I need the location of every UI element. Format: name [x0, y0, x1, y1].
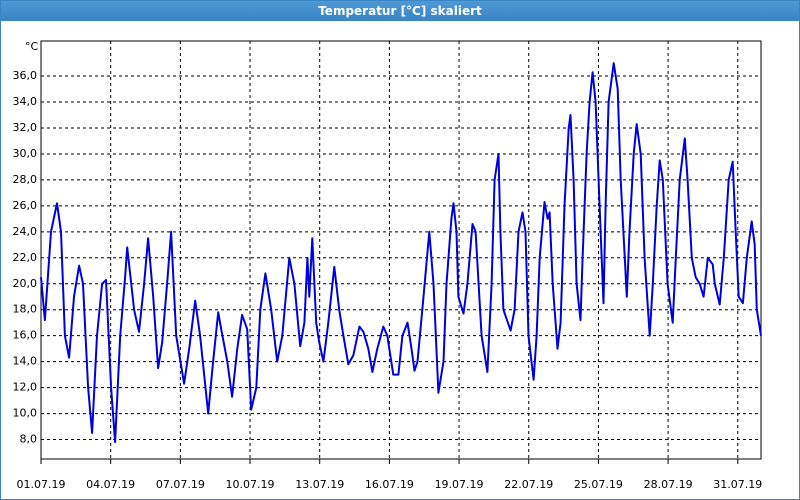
- x-tick-label: 13.07.19: [295, 478, 344, 491]
- temperature-line: [40, 62, 762, 444]
- x-tick-label: 31.07.19: [713, 478, 762, 491]
- y-tick-label: 18,0: [13, 303, 38, 316]
- y-tick-label: 22,0: [13, 251, 38, 264]
- x-tick-label: 28.07.19: [644, 478, 693, 491]
- y-tick-label: 32,0: [13, 121, 38, 134]
- x-tick-label: 22.07.19: [504, 478, 553, 491]
- y-tick-label: 20,0: [13, 277, 38, 290]
- x-tick-label: 07.07.19: [156, 478, 205, 491]
- title-bar: Temperatur [°C] skaliert: [1, 1, 799, 21]
- chart: °C 8,0 10,0 12,0 14,0 16,0 18,0 20,0 22,0 24,0 26…: [13, 40, 763, 491]
- y-tick-label: 12,0: [13, 381, 38, 394]
- y-tick-label: 28,0: [13, 173, 38, 186]
- y-tick-label: 30,0: [13, 147, 38, 160]
- y-tick-label: 10,0: [13, 407, 38, 420]
- y-tick-label: 16,0: [13, 329, 38, 342]
- y-tick-label: 14,0: [13, 355, 38, 368]
- y-unit: °C: [25, 40, 39, 53]
- x-tick-label: 01.07.19: [17, 478, 66, 491]
- y-tick-label: 8,0: [20, 433, 38, 446]
- x-tick-label: 04.07.19: [86, 478, 135, 491]
- x-tick-label: 19.07.19: [435, 478, 484, 491]
- x-tick-label: 25.07.19: [574, 478, 623, 491]
- y-tick-label: 26,0: [13, 199, 38, 212]
- y-tick-label: 36,0: [13, 69, 38, 82]
- y-tick-label: 24,0: [13, 225, 38, 238]
- x-tick-label: 10.07.19: [226, 478, 275, 491]
- plot-area: [40, 40, 762, 460]
- x-tick-label: 16.07.19: [365, 478, 414, 491]
- y-tick-label: 34,0: [13, 95, 38, 108]
